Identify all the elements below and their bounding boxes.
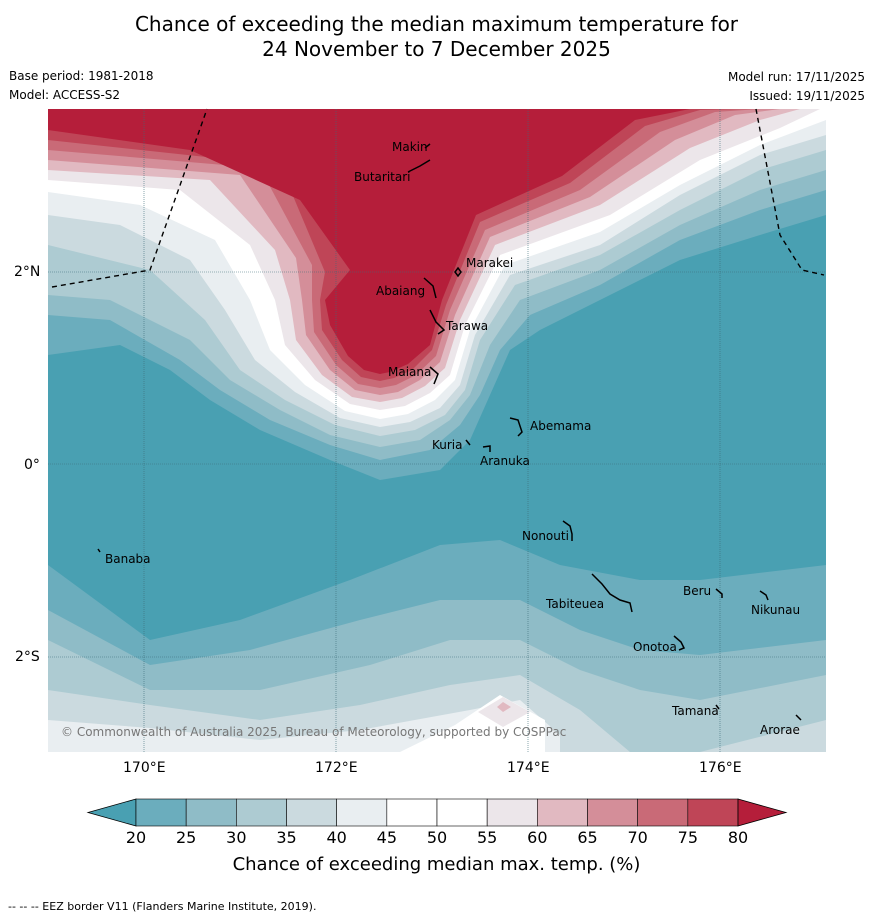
place-label-butaritari: Butaritari [354,170,411,184]
butaritari-atoll [407,159,431,173]
place-label-marakei: Marakei [466,256,513,270]
probability-field [48,109,826,752]
aranuka-atoll [482,445,491,452]
colorbar-title: Chance of exceeding median max. temp. (%… [232,854,641,875]
place-label-beru: Beru [683,584,711,598]
onotoa-atoll [673,635,686,651]
eez-legend-note: -- -- -- EEZ border V11 (Flanders Marine… [8,900,317,913]
colorbar-tick-label: 45 [376,828,397,847]
lat-label-2n: 2°N [14,264,41,280]
colorbar-tick-label: 25 [175,828,197,847]
lon-label-174e: 174°E [507,760,550,776]
place-label-tarawa: Tarawa [445,319,488,333]
colorbar-tick-label: 30 [226,828,247,847]
colorbar-segment [135,798,187,827]
arorae-island [795,714,802,721]
eez-border [51,108,825,288]
colorbar-segment [486,798,538,827]
colorbar-segment [436,798,488,827]
place-label-banaba: Banaba [105,552,151,566]
beru-island [715,588,723,598]
colorbar-tick-label: 60 [527,828,548,847]
place-label-makin: Makin [392,140,428,154]
place-label-arorae: Arorae [760,723,800,737]
band-south-40 [48,675,826,752]
place-label-aranuka: Aranuka [480,454,530,468]
place-label-nonouti: Nonouti [522,529,569,543]
place-label-kuria: Kuria [432,438,463,452]
place-label-tabiteuea: Tabiteuea [545,597,604,611]
colorbar-segment [386,798,438,827]
colorbar-tick-label: 75 [677,828,698,847]
model-name: Model: ACCESS-S2 [9,88,121,102]
colorbar-tick-label: 40 [326,828,347,847]
issued-date: Issued: 19/11/2025 [749,89,865,103]
colorbar-segment [537,798,588,827]
lon-label-172e: 172°E [315,760,358,776]
tabiteuea-atoll [591,573,633,613]
colorbar-segment [236,798,287,827]
lon-label-176e: 176°E [699,760,742,776]
colorbar-tick-label: 55 [476,828,498,847]
nikunau-island [759,590,769,601]
colorbar-tick-label: 35 [276,828,297,847]
colorbar-tick-label: 65 [577,828,598,847]
colorbar-segment [336,798,388,827]
base-period: Base period: 1981-2018 [9,69,154,83]
colorbar-segment [286,798,337,827]
place-label-onotoa: Onotoa [633,640,677,654]
lat-label-0: 0° [24,457,40,473]
place-labels: Makin Butaritari Marakei Abaiang Tarawa … [105,140,800,737]
colorbar-segment [637,798,689,827]
place-label-nikunau: Nikunau [751,603,800,617]
place-label-tamana: Tamana [671,704,719,718]
copyright-notice: © Commonwealth of Australia 2025, Bureau… [61,725,566,739]
eez-border-west [51,108,208,288]
band-south-60 [497,702,511,712]
abaiang-atoll [423,277,437,299]
banaba-island [97,548,101,553]
lat-label-2s: 2°S [15,649,40,665]
makin-island [424,143,431,149]
colorbar-segment [687,798,739,827]
kuria-island [465,439,471,446]
maiana-atoll [429,366,439,385]
colorbar-arrow-low [86,798,137,827]
place-label-abaiang: Abaiang [376,284,425,298]
colorbar-tick-label: 80 [727,828,749,847]
tarawa-atoll [429,309,446,335]
tamana-island [715,704,720,710]
eez-border-east [755,108,825,276]
colorbar-segment [185,798,237,827]
gridlines [48,109,826,752]
abemama-atoll [509,417,523,437]
place-label-maiana: Maiana [388,365,431,379]
colorbar-tick-label: 50 [426,828,448,847]
map-title-line-2: 24 November to 7 December 2025 [262,37,611,61]
colorbar-arrow-high [737,798,788,827]
map-title-line-1: Chance of exceeding the median maximum t… [134,12,739,36]
colorbar [86,798,788,827]
place-label-abemama: Abemama [530,419,591,433]
nonouti-atoll [562,520,573,541]
marakei-atoll [454,266,462,278]
band-above-80 [48,109,720,374]
lon-label-170e: 170°E [123,760,166,776]
model-run: Model run: 17/11/2025 [727,70,865,84]
island-outlines [97,143,802,721]
band-south-55 [478,697,530,727]
colorbar-segment [587,798,638,827]
colorbar-tick-label: 70 [627,828,648,847]
colorbar-tick-label: 20 [125,828,147,847]
